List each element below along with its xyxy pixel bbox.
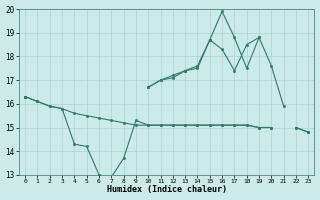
X-axis label: Humidex (Indice chaleur): Humidex (Indice chaleur) [107,185,227,194]
